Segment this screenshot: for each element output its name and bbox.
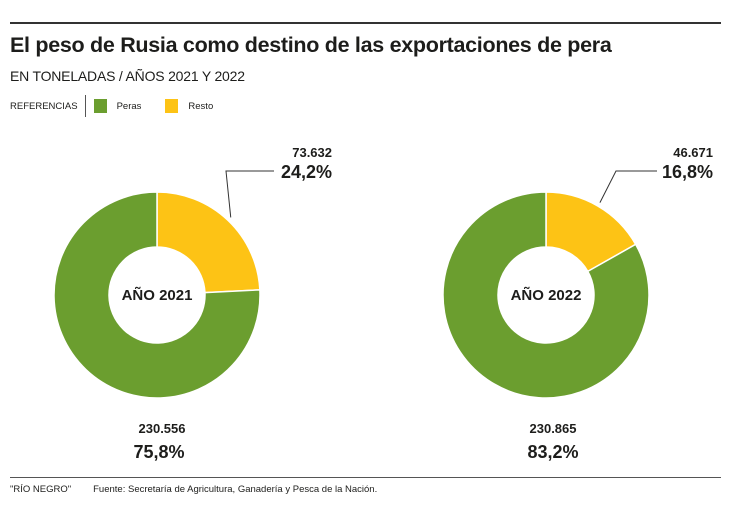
peras-value-label: 230.865 <box>530 421 577 436</box>
peras-percent-label: 75,8% <box>133 442 184 462</box>
resto-percent-label: 16,8% <box>662 162 713 182</box>
footer-source: Fuente: Secretaría de Agricultura, Ganad… <box>93 484 377 495</box>
donut-slice-resto <box>157 192 260 293</box>
resto-value-label: 73.632 <box>292 145 332 160</box>
donut-center-label: AÑO 2021 <box>122 286 193 304</box>
resto-percent-label: 24,2% <box>281 162 332 182</box>
footer-brand: "RÍO NEGRO" <box>10 484 71 495</box>
donut-center-label: AÑO 2022 <box>511 286 582 304</box>
leader-line <box>226 171 274 217</box>
leader-line <box>600 171 657 203</box>
footer: "RÍO NEGRO" Fuente: Secretaría de Agricu… <box>10 484 377 495</box>
donut-chart-2021: AÑO 2021 73.632 24,2% 230.556 75,8% <box>54 145 332 462</box>
peras-percent-label: 83,2% <box>527 442 578 462</box>
footer-rule <box>10 477 721 478</box>
peras-value-label: 230.556 <box>139 421 186 436</box>
donut-chart-2022: AÑO 2022 46.671 16,8% 230.865 83,2% <box>443 145 713 462</box>
resto-value-label: 46.671 <box>673 145 713 160</box>
